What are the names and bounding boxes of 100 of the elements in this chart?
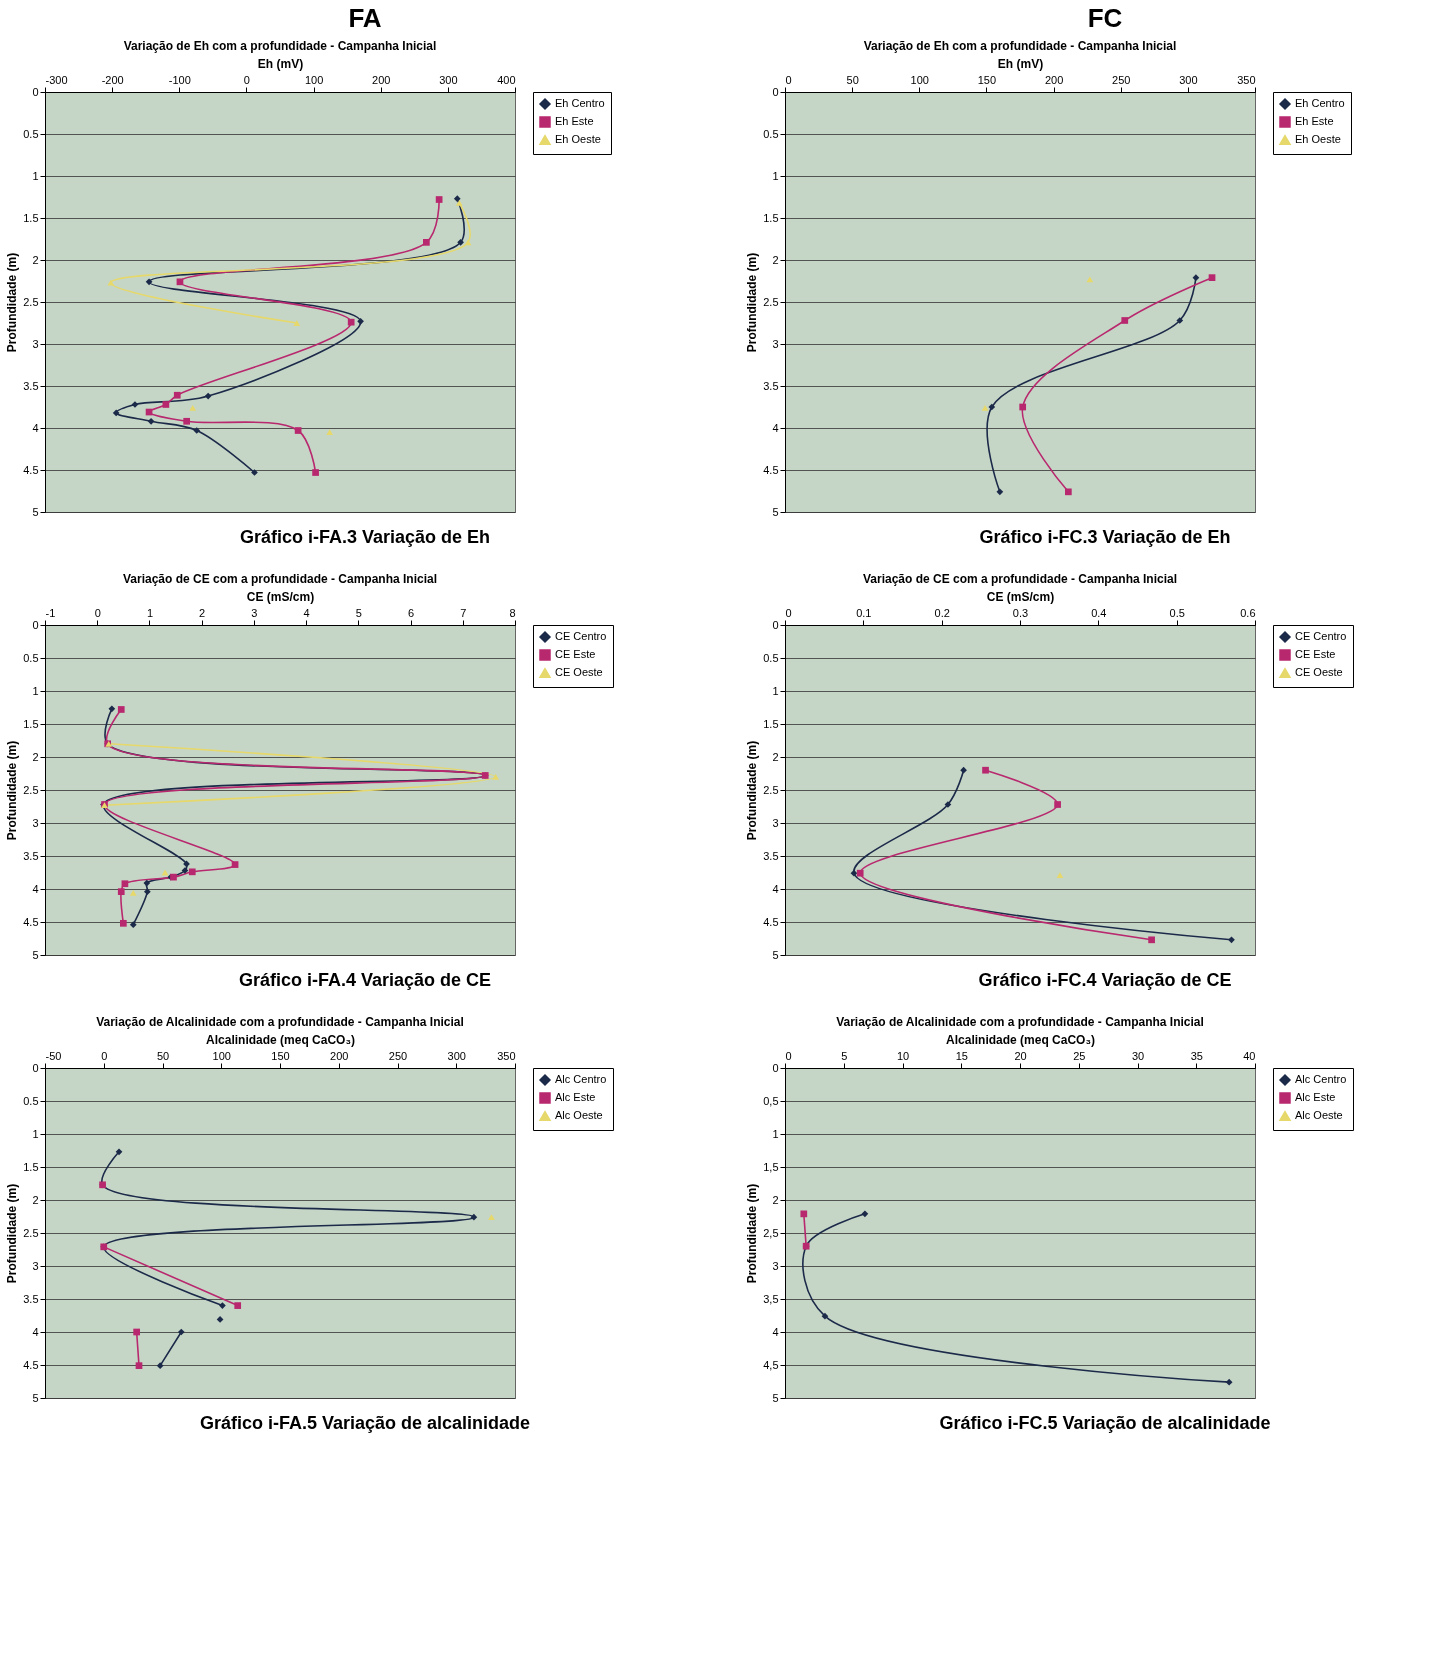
y-tick-label: 4.5: [763, 915, 779, 928]
y-tick-label: 1,5: [763, 1160, 779, 1173]
y-tick-label: 3: [772, 1259, 779, 1272]
y-tick-label: 3.5: [763, 849, 779, 862]
y-tick-label: 4.5: [23, 915, 39, 928]
y-tick-label: 3: [772, 816, 779, 829]
x-tick-label: 8: [509, 606, 516, 619]
x-tick-label: 50: [846, 73, 859, 86]
x-tick-label: 300: [439, 73, 458, 86]
text: Gráfico i-FC.3 Variação de Eh: [979, 527, 1231, 547]
y-axis-title: Profundidade (m): [745, 1183, 760, 1284]
chart-title: Variação de Alcalinidade com a profundidade - Campanha Inicial: [96, 1015, 464, 1029]
x-tick-label: 5: [355, 606, 362, 619]
y-tick-label: 2: [32, 1193, 39, 1206]
y-tick-label: 4.5: [23, 463, 39, 476]
legend-label: Alc Este: [1295, 1091, 1336, 1103]
legend-label: Alc Oeste: [555, 1109, 603, 1121]
y-tick-label: 2.5: [23, 783, 39, 796]
y-tick-label: 0: [32, 1061, 39, 1074]
x-tick-label: 0.3: [1012, 606, 1029, 619]
x-tick-label: 350: [1237, 73, 1256, 86]
y-tick-label: 5: [772, 505, 779, 518]
y-tick-label: 1.5: [23, 1160, 39, 1173]
y-tick-label: 3.5: [23, 379, 39, 392]
y-tick-label: 3: [772, 337, 779, 350]
x-axis-title: Alcalinidade (meq CaCO₃): [206, 1032, 355, 1047]
y-tick-label: 1.5: [763, 717, 779, 730]
y-tick-label: 1: [772, 1127, 779, 1140]
y-axis-title: Profundidade (m): [745, 740, 760, 841]
y-tick-label: 2: [32, 750, 39, 763]
y-tick-label: 2: [772, 1193, 779, 1206]
y-tick-label: 2: [32, 253, 39, 266]
x-tick-label: 100: [212, 1049, 231, 1062]
x-tick-label: 0: [785, 1049, 792, 1062]
legend-label: Alc Centro: [1295, 1073, 1347, 1085]
x-tick-label: -300: [45, 73, 68, 86]
y-tick-label: 1: [32, 684, 39, 697]
x-tick-label: 10: [896, 1049, 910, 1062]
x-tick-label: 400: [497, 73, 516, 86]
y-tick-label: 1: [772, 169, 779, 182]
x-tick-label: 350: [497, 1049, 516, 1062]
text: Gráfico i-FA.4 Variação de CE: [238, 970, 492, 990]
x-tick-label: 0: [785, 606, 792, 619]
text: FA: [348, 3, 382, 33]
x-tick-label: 200: [372, 73, 391, 86]
text: Gráfico i-FA.3 Variação de Eh: [239, 527, 491, 547]
y-tick-label: 0.5: [23, 651, 39, 664]
legend-label: Alc Centro: [555, 1073, 607, 1085]
y-tick-label: 2.5: [763, 783, 779, 796]
x-tick-label: 20: [1014, 1049, 1027, 1062]
y-tick-label: 4: [32, 421, 39, 434]
x-tick-label: 2: [199, 606, 206, 619]
y-tick-label: 5: [32, 505, 39, 518]
y-tick-label: 3.5: [23, 1292, 39, 1305]
x-tick-label: -200: [101, 73, 124, 86]
y-tick-label: 3: [32, 816, 39, 829]
y-axis-title: Profundidade (m): [5, 1183, 20, 1284]
x-tick-label: 3: [251, 606, 258, 619]
y-tick-label: 4,5: [763, 1358, 779, 1371]
x-tick-label: 0.1: [856, 606, 872, 619]
text: FC: [1087, 3, 1123, 33]
x-tick-label: 0: [243, 73, 250, 86]
y-tick-label: 4: [772, 421, 779, 434]
text: Gráfico i-FC.4 Variação de CE: [978, 970, 1232, 990]
y-axis-title: Profundidade (m): [5, 740, 20, 841]
x-tick-label: 100: [910, 73, 929, 86]
chart-title: Variação de Eh com a profundidade - Campanha Inicial: [123, 39, 437, 53]
x-tick-label: 150: [977, 73, 997, 86]
y-tick-label: 0.5: [23, 127, 39, 140]
y-tick-label: 2.5: [23, 1226, 39, 1239]
y-tick-label: 1.5: [23, 211, 39, 224]
x-tick-label: 0: [94, 606, 101, 619]
y-tick-label: 3,5: [763, 1292, 779, 1305]
legend-label: CE Centro: [1295, 630, 1347, 642]
legend-label: CE Oeste: [555, 666, 603, 678]
x-axis-title: Alcalinidade (meq CaCO₃): [946, 1032, 1095, 1047]
x-axis-title: CE (mS/cm): [986, 589, 1055, 604]
y-tick-label: 1: [32, 169, 39, 182]
legend-label: Eh Este: [1295, 115, 1334, 127]
x-tick-label: 300: [447, 1049, 466, 1062]
y-tick-label: 5: [32, 1391, 39, 1404]
x-tick-label: 5: [841, 1049, 848, 1062]
y-tick-label: 2: [772, 750, 779, 763]
chart-title: Variação de Eh com a profundidade - Campanha Inicial: [863, 39, 1177, 53]
y-tick-label: 4.5: [23, 1358, 39, 1371]
x-tick-label: 250: [1112, 73, 1131, 86]
x-tick-label: 150: [271, 1049, 290, 1062]
y-axis-title: Profundidade (m): [745, 252, 760, 353]
legend-label: Eh Centro: [1295, 97, 1345, 109]
x-tick-label: 35: [1190, 1049, 1203, 1062]
x-tick-label: 300: [1179, 73, 1198, 86]
x-tick-label: -50: [45, 1049, 62, 1062]
x-tick-label: -100: [168, 73, 191, 86]
legend-label: CE Centro: [555, 630, 607, 642]
x-tick-label: 6: [407, 606, 415, 619]
legend-label: CE Este: [555, 648, 596, 660]
y-tick-label: 3: [32, 1259, 39, 1272]
text: Gráfico i-FA.5 Variação de alcalinidade: [199, 1413, 531, 1433]
x-tick-label: 0: [101, 1049, 108, 1062]
y-axis-title: Profundidade (m): [5, 252, 20, 353]
